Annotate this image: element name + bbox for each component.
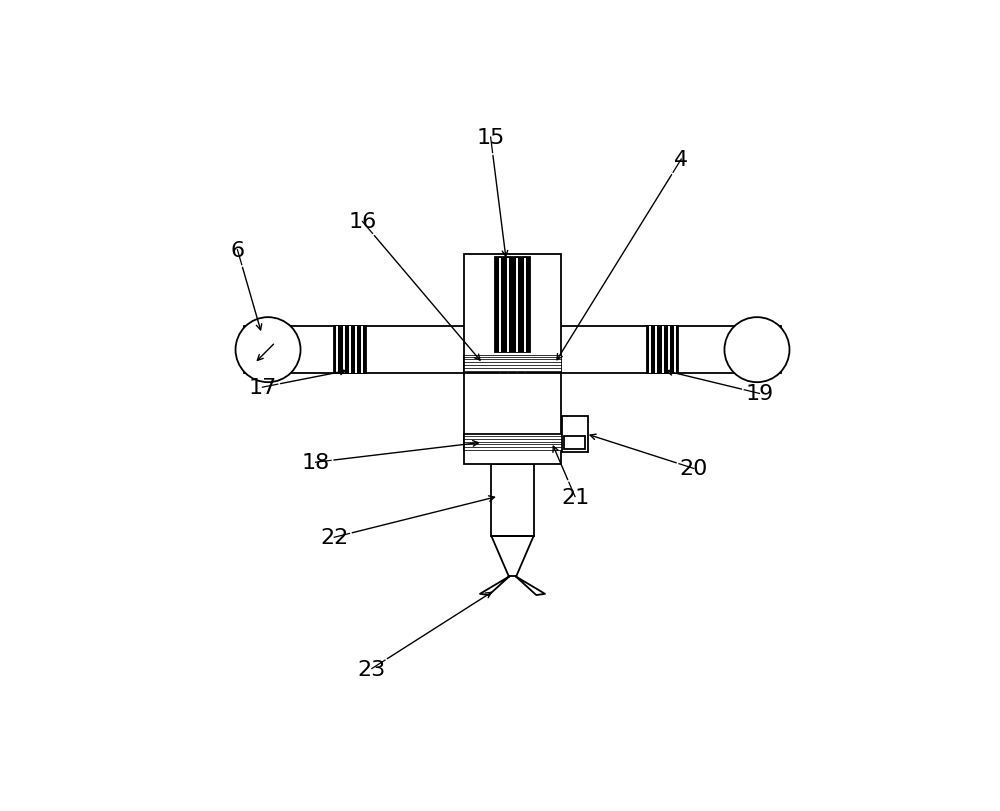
Bar [464, 435, 561, 450]
Text: 6: 6 [230, 240, 244, 260]
Bar [464, 374, 561, 464]
Text: 19: 19 [745, 384, 774, 404]
Bar [464, 255, 561, 374]
Bar [334, 327, 366, 374]
Text: 18: 18 [301, 453, 330, 473]
Text: 20: 20 [680, 459, 708, 478]
Bar [491, 464, 534, 536]
Bar [647, 327, 678, 374]
Text: 22: 22 [320, 528, 348, 547]
Text: 16: 16 [348, 212, 377, 232]
Circle shape [724, 318, 789, 383]
Text: 23: 23 [358, 659, 386, 679]
Text: 17: 17 [248, 378, 277, 397]
Circle shape [236, 318, 301, 383]
Text: 4: 4 [674, 150, 688, 169]
Bar [495, 258, 530, 353]
Bar [564, 436, 585, 450]
Bar [562, 416, 588, 453]
Bar [464, 356, 561, 371]
Text: 15: 15 [476, 128, 505, 148]
Text: 21: 21 [561, 487, 589, 507]
Bar [495, 327, 530, 374]
Bar [244, 327, 781, 374]
